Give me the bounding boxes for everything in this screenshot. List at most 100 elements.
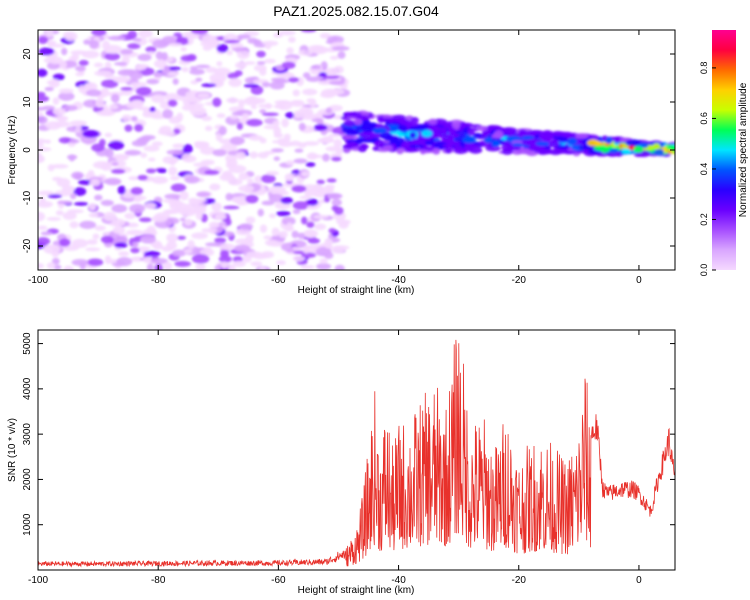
spectrogram-blob	[258, 267, 267, 270]
spectrogram-blob	[212, 97, 222, 108]
spectrogram-blob	[291, 230, 299, 239]
spectrogram-blob	[111, 168, 126, 174]
spectrogram-signal-blob	[444, 146, 452, 154]
y-tick-label: 4000	[22, 377, 33, 400]
spectrogram-blob	[166, 233, 178, 243]
spectrogram-signal-blob	[421, 129, 433, 138]
spectrogram-blob	[302, 88, 318, 96]
spectrogram-blob	[190, 80, 199, 85]
spectrogram-blob	[311, 185, 324, 193]
spectrogram-blob	[176, 235, 186, 240]
spectrogram-signal-blob	[397, 132, 406, 137]
y-tick-label: 1000	[22, 513, 33, 536]
spectrogram-blob	[293, 158, 308, 164]
spectrogram-blob	[84, 83, 95, 90]
spectrogram-blob	[169, 175, 181, 181]
spectrogram-blob	[204, 169, 220, 175]
spectrogram-blob	[283, 133, 291, 141]
spectrogram-blob	[204, 125, 213, 132]
spectrogram-blob	[108, 140, 125, 151]
spectrogram-signal-blob	[535, 141, 550, 146]
x-tick-label: -100	[28, 275, 48, 286]
spectrogram-blob	[301, 113, 317, 121]
spectrogram-blob	[179, 190, 189, 201]
spectrogram-signal-blob	[477, 125, 488, 132]
spectrogram-blob	[130, 116, 138, 122]
spectrogram-signal-blob	[518, 129, 527, 134]
spectrogram-blob	[333, 138, 343, 148]
x-tick-label: -20	[512, 275, 527, 286]
spectrogram-blob	[331, 156, 342, 162]
spectrogram-blob	[177, 96, 187, 101]
spectrogram-blob	[212, 149, 227, 157]
spectrogram-blob	[92, 161, 111, 169]
spectrogram-signal-blob	[427, 125, 439, 130]
spectrogram-blob	[145, 46, 157, 53]
spectrogram-blob	[43, 245, 60, 249]
spectrogram-signal-blob	[454, 145, 463, 150]
spectrogram-blob	[326, 178, 337, 183]
spectrogram-signal-blob	[521, 139, 538, 147]
spectrogram-signal-blob	[558, 138, 569, 143]
spectrogram-blob	[247, 178, 254, 185]
spectrogram-blob	[129, 203, 146, 214]
spectrogram-blob	[174, 260, 191, 267]
spectrogram-blob	[291, 185, 307, 193]
spectrogram-blob	[232, 256, 243, 263]
spectrogram-blob	[226, 158, 238, 167]
spectrogram-blob	[69, 192, 77, 200]
spectrogram-blob	[92, 233, 100, 240]
spectrogram-ylabel: Frequency (Hz)	[7, 116, 18, 185]
spectrogram-blob	[166, 240, 178, 250]
spectrogram-blob	[135, 64, 147, 71]
spectrogram-blob	[89, 179, 101, 187]
spectrogram-blob	[306, 98, 316, 104]
spectrogram-blob	[38, 36, 49, 45]
spectrogram-blob	[70, 50, 88, 55]
spectrogram-signal-blob	[586, 139, 599, 147]
spectrogram-blob	[288, 77, 300, 83]
spectrogram-blob	[324, 251, 334, 260]
spectrogram-signal-blob	[549, 148, 563, 156]
spectrogram-blob	[180, 46, 187, 52]
spectrogram-blob	[259, 109, 267, 114]
spectrogram-blob	[227, 178, 243, 186]
spectrogram-blob	[261, 200, 275, 206]
spectrogram-blob	[285, 160, 295, 166]
snr-panel: -100 -80 -60 -40 -20 0 1000 2000 3000 4000 5000 H…	[7, 329, 676, 596]
spectrogram-signal-blob	[484, 137, 494, 143]
spectrogram-signal-blob	[462, 122, 473, 127]
y-tick-label: 5000	[22, 332, 33, 355]
spectrogram-blob	[268, 185, 287, 194]
spectrogram-blob	[48, 43, 66, 48]
spectrogram-signal-blob	[505, 136, 516, 141]
spectrogram-blob	[225, 218, 232, 226]
spectrogram-blob	[284, 173, 295, 182]
spectrogram-blob	[151, 141, 163, 147]
spectrogram-blob	[278, 30, 296, 36]
x-tick-label: -100	[28, 575, 48, 586]
spectrogram-blob	[172, 249, 186, 257]
spectrogram-blob	[38, 68, 48, 77]
spectrogram-blob	[189, 106, 207, 117]
spectrogram-signal-blob	[654, 148, 665, 156]
spectrogram-blob	[216, 61, 223, 67]
spectrogram-blob	[52, 107, 66, 116]
spectrogram-blob	[179, 217, 186, 222]
spectrogram-blob	[152, 39, 169, 49]
spectrogram-blob	[190, 30, 209, 35]
spectrogram-blob	[209, 73, 227, 83]
spectrogram-blob	[157, 168, 167, 174]
spectrogram-signal-blob	[409, 144, 425, 149]
spectrogram-blob	[138, 217, 152, 223]
spectrogram-signal-blob	[513, 146, 521, 151]
spectrogram-blob	[191, 232, 209, 240]
spectrogram-blob	[53, 264, 62, 270]
spectrogram-blob	[59, 238, 71, 247]
spectrogram-blob	[52, 97, 60, 105]
spectrogram-signal-blob	[349, 112, 362, 118]
colorbar-tick-label: 0.8	[699, 62, 709, 75]
spectrogram-blob	[235, 152, 247, 160]
spectrogram-blob	[281, 118, 289, 128]
spectrogram-blob	[226, 264, 236, 270]
